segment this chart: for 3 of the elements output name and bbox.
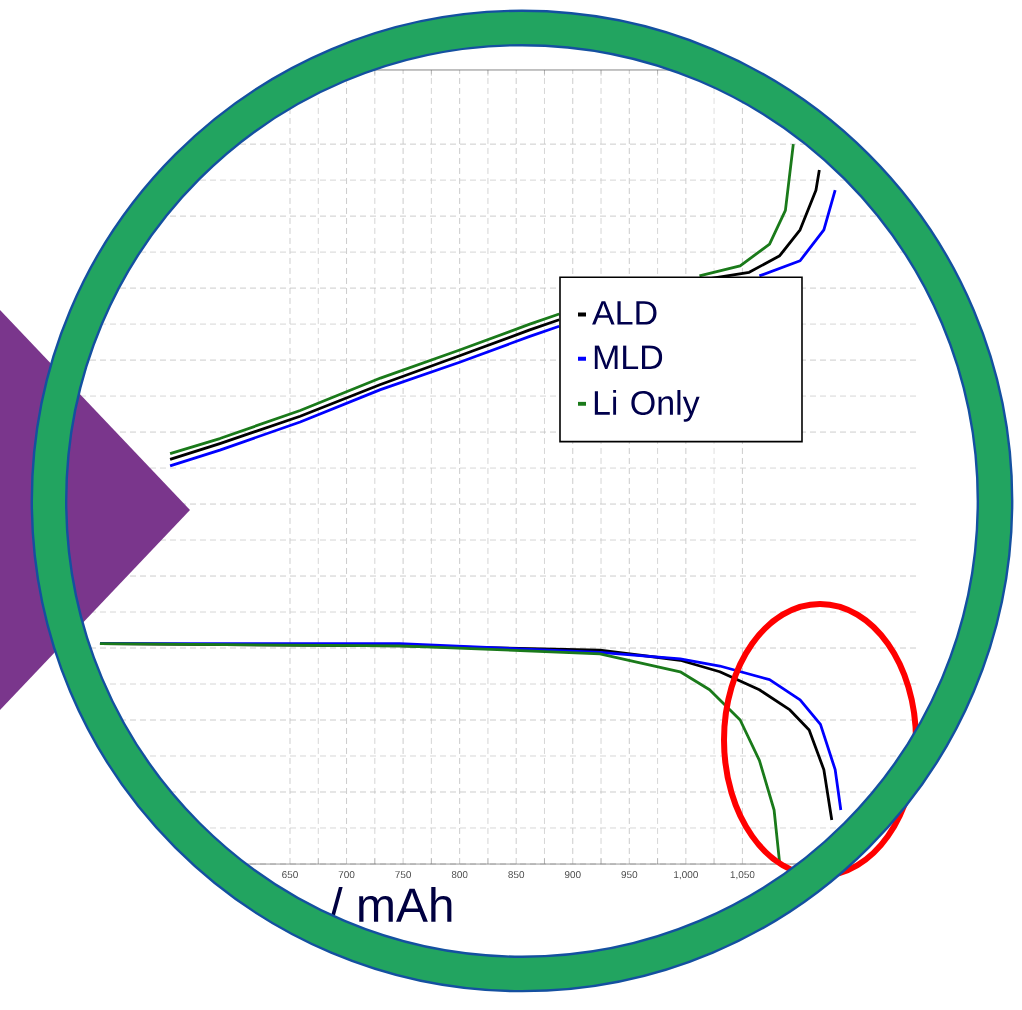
legend-label: MLD	[594, 345, 663, 369]
legend-label: Li Only	[594, 390, 700, 422]
series-label: ALD	[592, 301, 657, 325]
